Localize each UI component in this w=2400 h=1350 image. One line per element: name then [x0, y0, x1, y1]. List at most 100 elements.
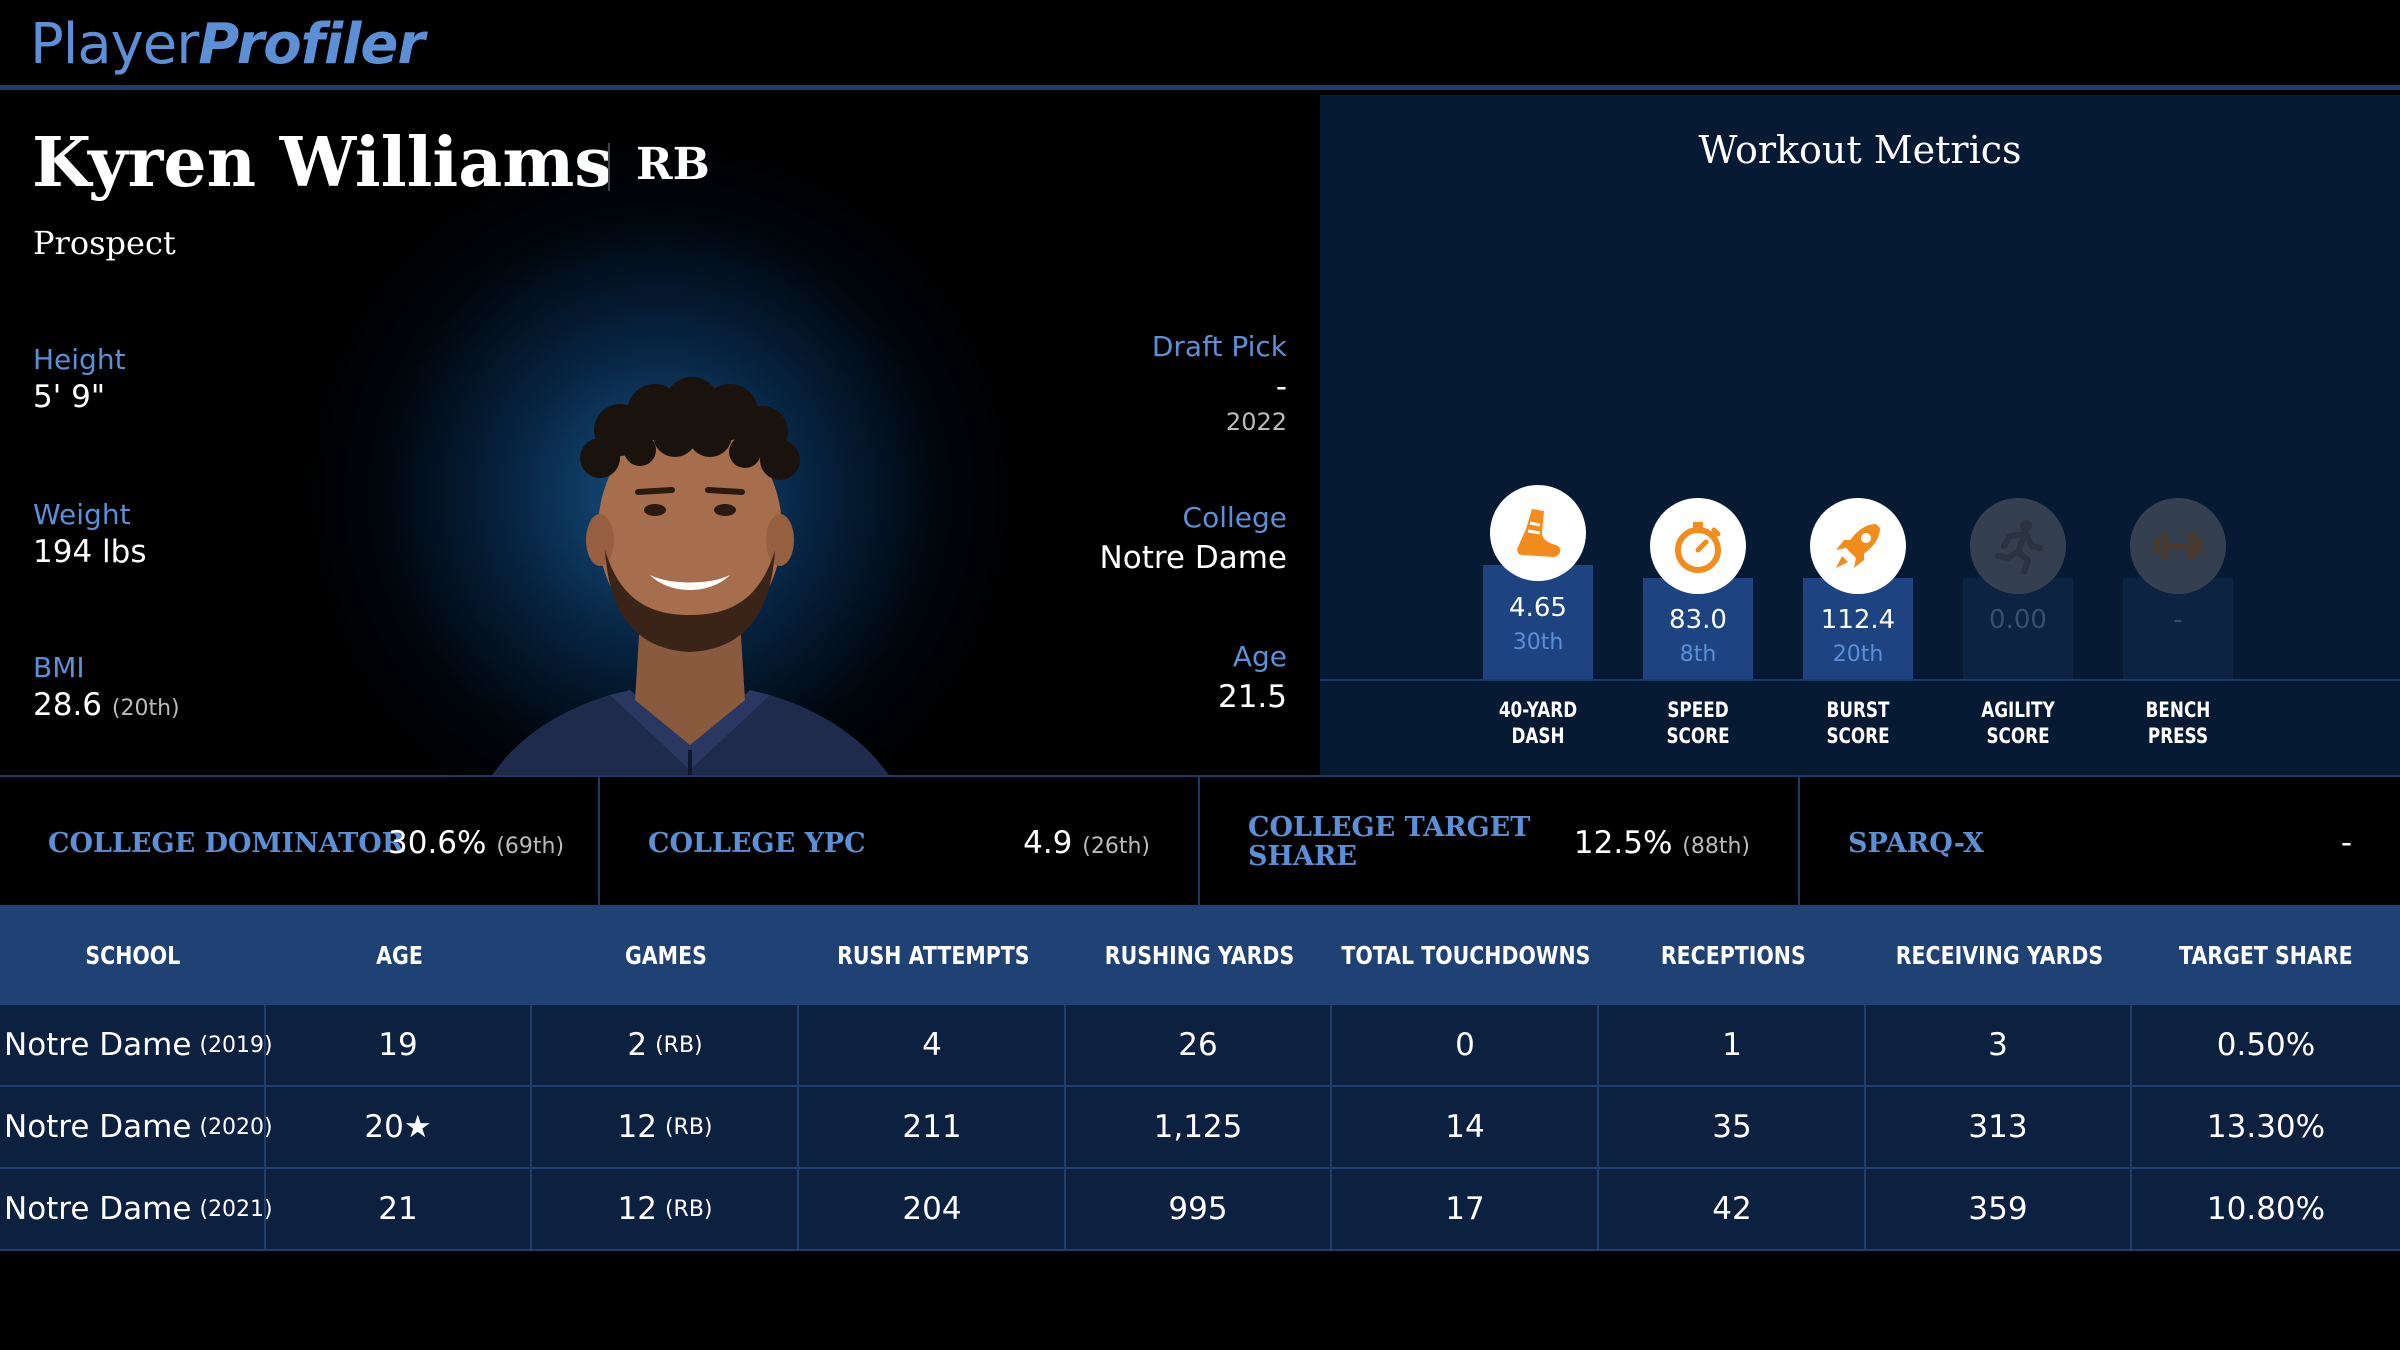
cell-total-touchdowns: 17	[1333, 1169, 1599, 1249]
cell-target-share: 10.80%	[2206, 1191, 2326, 1227]
summary-label-line2: SHARE	[1248, 841, 1357, 872]
player-position: RB	[636, 139, 710, 190]
college-label: College	[1182, 501, 1287, 534]
metric-value: 112.4	[1820, 605, 1896, 635]
player-name: Kyren Williams	[32, 123, 613, 203]
draft-pick-label: Draft Pick	[1151, 330, 1287, 363]
cell-target-share: 0.50%	[2216, 1027, 2316, 1063]
height-label: Height	[33, 343, 126, 376]
summary-college-ypc: COLLEGE YPC 4.9 (26th)	[600, 777, 1200, 907]
summary-rank: (26th)	[1082, 834, 1150, 859]
cell-age: 19	[266, 1005, 532, 1085]
table-row: Notre Dame (2020) 20★ 12 (RB) 211 1,125 14…	[0, 1087, 2400, 1169]
cell-receptions: 35	[1600, 1087, 1866, 1167]
col-header-games[interactable]: GAMES	[625, 940, 707, 970]
metric-bar	[1483, 565, 1593, 679]
cell-rush-attempts: 4	[800, 1005, 1066, 1085]
site-logo[interactable]: PlayerProfiler	[30, 10, 425, 80]
player-profile-panel: Kyren Williams RB Prospect Height 5' 9" …	[0, 95, 1320, 775]
weight-value: 194 lbs	[33, 534, 147, 570]
cell-games: 12 (RB)	[533, 1087, 799, 1167]
stopwatch-icon	[1650, 498, 1746, 594]
cell-total-touchdowns: 0	[1333, 1005, 1599, 1085]
player-headshot	[492, 377, 889, 775]
dumbbell-icon	[2130, 498, 2226, 594]
cell-total-touchdowns: 14	[1333, 1087, 1599, 1167]
cell-rushing-yards: 995	[1066, 1169, 1332, 1249]
metric-rank: 30th	[1512, 630, 1564, 655]
metric-label-line2: SCORE	[1826, 724, 1890, 748]
metrics-baseline	[1320, 679, 2400, 681]
bmi-value: 28.6	[33, 687, 103, 723]
summary-rank: (88th)	[1682, 834, 1750, 859]
metric-label-line1: AGILITY	[1981, 698, 2055, 722]
rocket-icon	[1810, 498, 1906, 594]
summary-label-line1: COLLEGE TARGET	[1248, 812, 1531, 843]
col-header-target-share[interactable]: TARGET SHARE	[2179, 940, 2353, 970]
summary-number: 4.9	[1023, 825, 1073, 861]
bmi-label: BMI	[33, 651, 85, 684]
metric-bar	[1643, 578, 1753, 679]
metric-label-line1: BURST	[1826, 698, 1890, 722]
summary-label: COLLEGE DOMINATOR	[48, 828, 405, 859]
cell-receiving-yards: 359	[1866, 1169, 2132, 1249]
summary-label: SPARQ-X	[1848, 828, 1984, 859]
age-value: 21.5	[1217, 679, 1287, 715]
cell-target-share: 13.30%	[2206, 1109, 2326, 1145]
metric-value: 0.00	[1989, 605, 2047, 635]
cell-age: 20★	[266, 1087, 532, 1167]
metric-label-line2: SCORE	[1986, 724, 2050, 748]
college-summary-bar: COLLEGE DOMINATOR 30.6% (69th) COLLEGE Y…	[0, 775, 2400, 907]
metric-label-line2: SCORE	[1666, 724, 1730, 748]
draft-pick-value: -	[1275, 369, 1287, 405]
metric-label-line1: BENCH	[2145, 698, 2211, 722]
age-label: Age	[1232, 640, 1287, 673]
summary-value: 30.6% (69th)	[388, 823, 564, 867]
bmi-value-row: 28.6 (20th)	[33, 685, 180, 729]
metric-label-line2: PRESS	[2147, 724, 2209, 748]
running-shoe-icon	[1490, 485, 1586, 581]
summary-college-target-share: COLLEGE TARGET SHARE 12.5% (88th)	[1200, 777, 1800, 907]
summary-value: -	[2340, 825, 2352, 861]
weight-label: Weight	[33, 498, 131, 531]
cell-rushing-yards: 26	[1066, 1005, 1332, 1085]
cell-games: 2 (RB)	[533, 1005, 799, 1085]
metric-label-line2: DASH	[1511, 724, 1565, 748]
col-header-rush-attempts[interactable]: RUSH ATTEMPTS	[836, 940, 1030, 970]
top-bar: PlayerProfiler	[0, 0, 2400, 90]
bmi-rank: (20th)	[111, 696, 180, 721]
metric-label-line1: 40-YARD	[1498, 698, 1578, 722]
college-value: Notre Dame	[1099, 540, 1287, 576]
metric-value: 83.0	[1669, 605, 1727, 635]
summary-number: 30.6%	[388, 825, 487, 861]
table-row: Notre Dame (2019) 19 2 (RB) 4 26 0 1 3 0.5…	[0, 1005, 2400, 1087]
cell-receiving-yards: 313	[1866, 1087, 2132, 1167]
logo-part-player: Player	[30, 12, 199, 77]
summary-rank: (69th)	[496, 834, 565, 859]
table-row: Notre Dame (2021) 21 12 (RB) 204 995 17 42…	[0, 1169, 2400, 1251]
cell-games: 12 (RB)	[533, 1169, 799, 1249]
col-header-total-touchdowns[interactable]: TOTAL TOUCHDOWNS	[1341, 940, 1591, 970]
draft-year: 2022	[1225, 408, 1287, 436]
metric-rank: 8th	[1679, 642, 1717, 667]
summary-number: 12.5%	[1573, 825, 1673, 861]
metric-bar	[1963, 578, 2073, 679]
col-header-school[interactable]: SCHOOL	[85, 940, 181, 970]
metric-label-line1: SPEED	[1667, 698, 1729, 722]
cell-rush-attempts: 211	[800, 1087, 1066, 1167]
col-header-rushing-yards[interactable]: RUSHING YARDS	[1104, 940, 1294, 970]
metric-value: -	[2173, 605, 2183, 635]
summary-value: 4.9 (26th)	[1023, 823, 1150, 867]
col-header-receiving-yards[interactable]: RECEIVING YARDS	[1895, 940, 2103, 970]
cell-receptions: 42	[1600, 1169, 1866, 1249]
table-header-row: SCHOOL AGE GAMES RUSH ATTEMPTS RUSHING Y…	[0, 905, 2400, 1005]
height-value: 5' 9"	[33, 379, 106, 415]
summary-college-dominator: COLLEGE DOMINATOR 30.6% (69th)	[0, 777, 600, 907]
summary-sparq-x: SPARQ-X -	[1800, 777, 2400, 907]
player-status: Prospect	[33, 224, 176, 262]
col-header-age[interactable]: AGE	[375, 940, 423, 970]
logo-part-profiler: Profiler	[198, 12, 425, 77]
runner-icon	[1970, 498, 2066, 594]
cell-age: 21	[266, 1169, 532, 1249]
col-header-receptions[interactable]: RECEPTIONS	[1660, 940, 1806, 970]
